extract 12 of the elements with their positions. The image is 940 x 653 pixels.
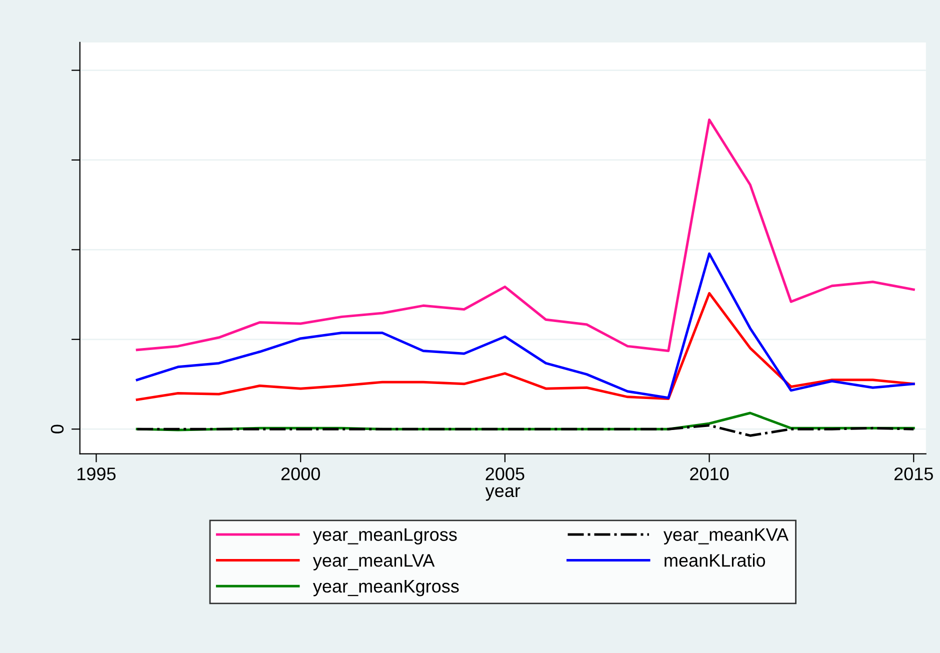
- legend-label: year_meanLgross: [312, 528, 457, 545]
- x-tick-label: 2010: [690, 468, 729, 480]
- x-tick-label: 2005: [486, 468, 524, 480]
- legend-label: year_meanKgross: [312, 580, 459, 596]
- x-tick-label: 1995: [78, 468, 116, 480]
- text: 0: [50, 424, 64, 434]
- x-tick-label: 2000: [281, 468, 320, 480]
- legend-label: year_meanLVA: [312, 554, 435, 570]
- legend-label: meanKLratio: [664, 554, 766, 567]
- legend-label: year_meanKVA: [664, 528, 789, 545]
- x-tick-label: 2015: [894, 468, 933, 480]
- x-axis-title: year: [485, 487, 520, 501]
